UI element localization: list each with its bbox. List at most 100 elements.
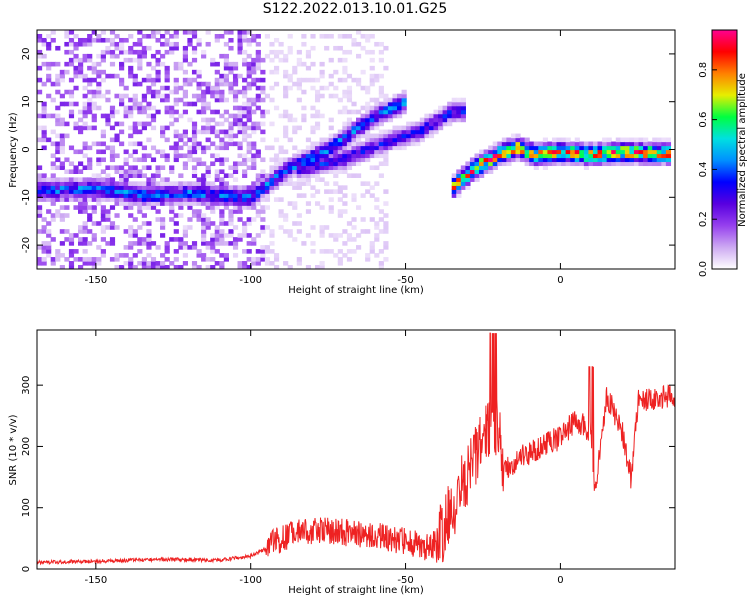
- spectrogram-cell: [264, 173, 271, 178]
- spectrogram-cell: [187, 189, 193, 194]
- spectrogram-cell: [387, 109, 394, 115]
- spectrogram-cell: [629, 145, 635, 151]
- spectrogram-cell: [305, 145, 312, 151]
- spectrogram-cell: [214, 85, 220, 91]
- spectrogram-cell: [164, 85, 170, 91]
- spectrogram-cell: [565, 141, 571, 147]
- spectrogram-cell: [383, 137, 389, 143]
- spectrogram-cell: [328, 125, 334, 131]
- spectrogram-cell: [565, 145, 571, 151]
- spectrogram-cell: [128, 229, 134, 234]
- spectrogram-cell: [264, 249, 271, 254]
- spectrogram-cell: [150, 181, 157, 186]
- spectrogram-cell: [661, 161, 667, 167]
- spectrogram-cell: [64, 197, 70, 202]
- spectrogram-cell: [305, 201, 312, 206]
- spectrogram-cell: [191, 33, 198, 39]
- spectrogram-cell: [219, 213, 225, 218]
- spectrogram-cell: [624, 149, 631, 155]
- spectrogram-cell: [169, 197, 175, 202]
- spectrogram-cell: [164, 185, 170, 190]
- spectrogram-cell: [82, 221, 88, 226]
- spectrogram-cell: [488, 161, 494, 167]
- spectrogram-cell: [629, 153, 635, 159]
- spectrogram-cell: [137, 53, 143, 59]
- spectrogram-cell: [638, 153, 644, 159]
- spectrogram-cell: [456, 101, 462, 107]
- spectrogram-cell: [100, 253, 106, 258]
- spectrogram-cell: [232, 237, 239, 242]
- spectrogram-cell: [592, 157, 599, 163]
- spectrogram-cell: [360, 105, 366, 111]
- spectrogram-cell: [214, 177, 220, 182]
- spectrogram-cell: [246, 41, 252, 47]
- spectrogram-cell: [296, 161, 302, 167]
- spectrogram-cell: [37, 181, 43, 186]
- spectrogram-cell: [173, 189, 179, 194]
- spectrogram-cell: [100, 77, 106, 83]
- spectrogram-cell: [182, 225, 188, 230]
- spectrogram-cell: [251, 157, 257, 163]
- spectrogram-cell: [246, 185, 252, 190]
- spectrogram-cell: [351, 125, 357, 131]
- spectrogram-cell: [73, 73, 79, 79]
- spectrogram-cell: [255, 77, 261, 83]
- spectrogram-cell: [283, 173, 289, 178]
- spectrogram-cell: [346, 145, 353, 151]
- spectrogram-cell: [137, 65, 143, 71]
- spectrogram-y-tick-label: 20: [21, 48, 32, 61]
- spectrogram-cell: [123, 149, 129, 155]
- spectrogram-cell: [68, 61, 75, 67]
- spectrogram-cell: [360, 33, 366, 39]
- spectrogram-cell: [292, 221, 298, 226]
- spectrogram-cell: [228, 30, 234, 35]
- spectrogram-cell: [114, 153, 120, 159]
- spectrogram-cell: [105, 193, 111, 198]
- spectrogram-cell: [137, 61, 143, 67]
- spectrogram-cell: [246, 145, 252, 151]
- spectrogram-cell: [360, 85, 366, 91]
- spectrogram-cell: [205, 137, 211, 143]
- spectrogram-cell: [173, 89, 179, 95]
- spectrogram-cell: [246, 81, 252, 87]
- spectrogram-cell: [242, 105, 248, 111]
- spectrogram-cell: [96, 245, 102, 250]
- spectrogram-cell: [579, 161, 585, 167]
- spectrogram-cell: [356, 41, 362, 47]
- spectrogram-cell: [59, 117, 65, 123]
- spectrogram-cell: [374, 137, 380, 143]
- spectrogram-cell: [132, 73, 138, 79]
- spectrogram-cell: [46, 45, 52, 51]
- spectrogram-cell: [428, 129, 435, 135]
- spectrogram-cell: [128, 113, 134, 119]
- spectrogram-cell: [128, 153, 134, 159]
- spectrogram-cell: [292, 237, 298, 242]
- spectrogram-cell: [337, 169, 343, 174]
- spectrogram-cell: [251, 129, 257, 135]
- spectrogram-cell: [141, 173, 147, 178]
- spectrogram-cell: [64, 89, 70, 95]
- spectrogram-cell: [214, 97, 220, 103]
- spectrogram-cell: [456, 181, 462, 186]
- spectrogram-cell: [283, 177, 289, 182]
- spectrogram-cell: [328, 249, 334, 254]
- spectrogram-cell: [210, 93, 216, 99]
- spectrogram-cell: [169, 209, 175, 214]
- spectrogram-cell: [128, 245, 134, 250]
- spectrogram-cell: [219, 185, 225, 190]
- spectrogram-cell: [497, 149, 503, 155]
- spectrogram-cell: [169, 181, 175, 186]
- spectrogram-cell: [196, 145, 202, 151]
- spectrogram-cell: [606, 141, 612, 147]
- spectrogram-cell: [319, 261, 325, 266]
- spectrogram-cell: [55, 105, 61, 111]
- spectrogram-cell: [260, 137, 266, 143]
- spectrogram-cell: [260, 85, 266, 91]
- spectrogram-cell: [342, 77, 348, 83]
- spectrogram-cell: [342, 129, 348, 135]
- spectrogram-cell: [68, 93, 75, 99]
- spectrogram-cell: [141, 185, 147, 190]
- spectrogram-cell: [287, 113, 293, 119]
- spectrogram-cell: [356, 53, 362, 59]
- spectrogram-cell: [506, 137, 512, 143]
